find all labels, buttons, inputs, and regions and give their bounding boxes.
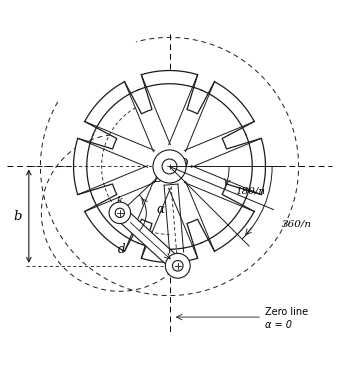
Text: d: d — [118, 243, 126, 256]
Circle shape — [173, 261, 183, 271]
Text: 360/n: 360/n — [282, 220, 312, 229]
Text: k: k — [117, 196, 123, 205]
Text: b: b — [13, 210, 21, 223]
Circle shape — [165, 253, 190, 278]
Circle shape — [109, 202, 131, 224]
Text: α: α — [156, 203, 164, 216]
Text: α = 0: α = 0 — [265, 320, 293, 331]
Circle shape — [115, 208, 124, 217]
Text: Zero line: Zero line — [265, 307, 308, 317]
Text: B: B — [153, 172, 162, 185]
Text: 180/n: 180/n — [236, 187, 266, 196]
Text: D: D — [178, 158, 187, 171]
Circle shape — [153, 150, 186, 183]
Polygon shape — [74, 70, 265, 262]
Circle shape — [162, 159, 177, 174]
Polygon shape — [115, 208, 182, 271]
